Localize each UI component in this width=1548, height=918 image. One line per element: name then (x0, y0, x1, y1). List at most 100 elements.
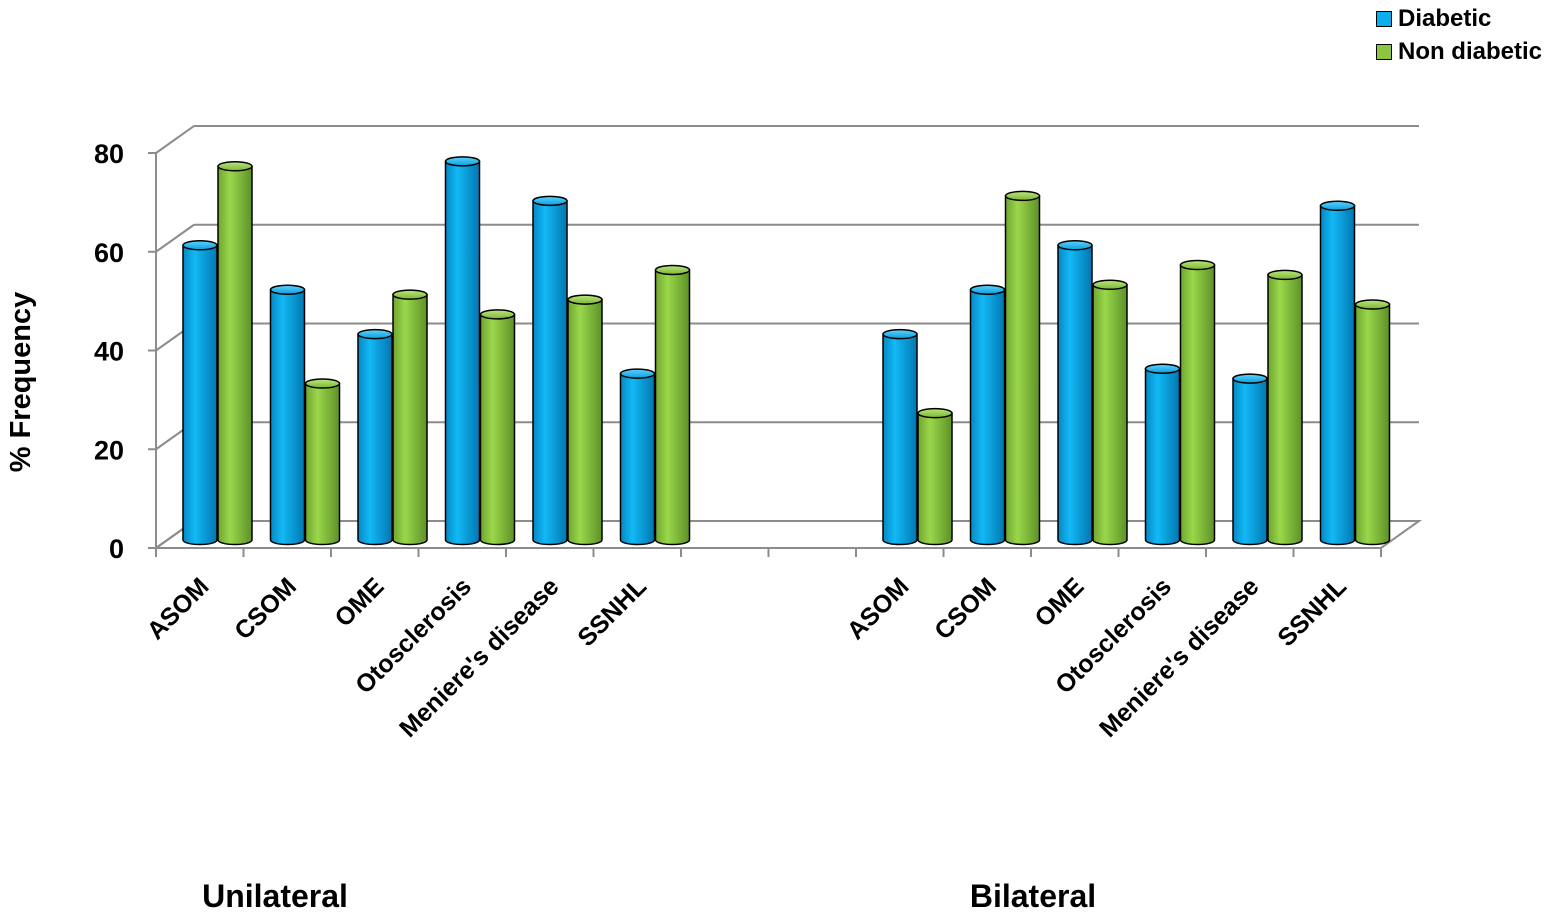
bar-body (1267, 274, 1303, 546)
x-tick-label: CSOM (229, 572, 302, 645)
legend-item-diabetic: Diabetic (1375, 2, 1542, 35)
group-label: Bilateral (970, 878, 1096, 914)
x-tick-label: OME (1029, 572, 1089, 632)
bar-unilateral-otosclerosis-non-diabetic (479, 309, 516, 546)
bar-top (217, 161, 253, 172)
bar-body (269, 288, 306, 546)
bar-bilateral-ome-diabetic (1057, 240, 1093, 546)
x-tick-label: CSOM (929, 572, 1002, 645)
y-axis-label: % Frequency (5, 292, 37, 473)
bar-bilateral-ssnhl-diabetic (1319, 200, 1356, 546)
bar-body (1057, 244, 1093, 546)
bar-body (567, 298, 603, 546)
bar-unilateral-csom-non-diabetic (304, 378, 341, 546)
y-tick-label: 80 (94, 139, 124, 169)
bar-top (1319, 200, 1356, 211)
legend-label-diabetic: Diabetic (1397, 4, 1492, 32)
bar-top (654, 264, 691, 276)
legend-swatch-non-diabetic (1375, 43, 1392, 60)
bar-top (917, 407, 953, 419)
bar-body (304, 382, 341, 546)
y-tick-label: 40 (94, 337, 124, 367)
bar-bilateral-meniere-s-disease-non-diabetic (1267, 269, 1303, 546)
bar-top (1144, 363, 1181, 374)
bar-top (1354, 299, 1391, 310)
bar-unilateral-csom-diabetic (269, 284, 306, 546)
bar-body (1092, 284, 1128, 546)
y-tick-label: 0 (109, 534, 124, 564)
bar-unilateral-ssnhl-diabetic (619, 368, 656, 546)
legend-swatch-diabetic (1375, 10, 1392, 27)
bar-top (567, 294, 603, 305)
bar-body (1004, 195, 1041, 546)
x-tick-label: ASOM (142, 572, 215, 645)
bar-unilateral-otosclerosis-diabetic (444, 156, 481, 546)
bar-top (1057, 240, 1093, 251)
bar-body (1179, 264, 1216, 546)
gridline-side (155, 223, 195, 253)
bar-top (619, 368, 656, 379)
floor (152, 520, 1423, 549)
bar-top (969, 284, 1006, 295)
bars (182, 156, 1391, 546)
bar-unilateral-asom-diabetic (182, 240, 218, 546)
x-tick-label: SSNHL (572, 572, 652, 652)
bar-body (217, 165, 253, 546)
bar-body (392, 293, 428, 546)
bar-body (357, 333, 393, 546)
bar-bilateral-otosclerosis-non-diabetic (1179, 259, 1216, 546)
bar-top (1267, 269, 1303, 281)
bar-body (1319, 205, 1356, 546)
bar-bilateral-otosclerosis-diabetic (1144, 363, 1181, 546)
x-tick-label: Meniere's disease (1094, 572, 1264, 742)
group-label: Unilateral (202, 878, 348, 914)
y-tick-label: 60 (94, 238, 124, 268)
x-tick-label: OME (329, 572, 389, 632)
bar-body (444, 160, 481, 546)
bar-top (444, 156, 481, 167)
bar-unilateral-ssnhl-non-diabetic (654, 264, 691, 546)
bar-unilateral-ome-diabetic (357, 328, 393, 546)
bar-body (479, 313, 516, 546)
legend-label-non-diabetic: Non diabetic (1397, 37, 1542, 65)
bar-top (532, 195, 568, 207)
x-tick-label: Meniere's disease (394, 572, 564, 742)
bar-top (182, 240, 218, 251)
bar-body (882, 333, 918, 546)
bar-bilateral-csom-non-diabetic (1004, 190, 1041, 546)
bar-unilateral-meniere-s-disease-non-diabetic (567, 294, 603, 546)
bar-top (1004, 190, 1041, 202)
bar-top (882, 328, 918, 340)
bar-top (357, 328, 393, 340)
bar-body (182, 244, 218, 546)
bar-top (269, 284, 306, 295)
bar-body (1232, 377, 1268, 546)
bar-body (1354, 303, 1391, 546)
bar-bilateral-csom-diabetic (969, 284, 1006, 546)
bar-top (1092, 279, 1128, 290)
bar-bilateral-ome-non-diabetic (1092, 279, 1128, 546)
bar-body (1144, 367, 1181, 546)
gridline-side (155, 125, 195, 154)
legend: Diabetic Non diabetic (1375, 2, 1542, 68)
y-tick-label: 20 (94, 435, 124, 465)
bar-top (479, 309, 516, 320)
bar-body (532, 200, 568, 546)
bar-bilateral-asom-non-diabetic (917, 407, 953, 546)
bar-body (917, 412, 953, 546)
bar-body (969, 288, 1006, 546)
bar-unilateral-meniere-s-disease-diabetic (532, 195, 568, 546)
bar-bilateral-ssnhl-non-diabetic (1354, 299, 1391, 546)
bar-top (392, 289, 428, 300)
bar-top (1232, 373, 1268, 384)
bar-top (304, 378, 341, 389)
x-tick-label: ASOM (842, 572, 915, 645)
bar-unilateral-ome-non-diabetic (392, 289, 428, 546)
x-tick-label: SSNHL (1272, 572, 1352, 652)
bar-body (619, 372, 656, 546)
legend-item-non-diabetic: Non diabetic (1375, 35, 1542, 68)
bar-body (654, 269, 691, 546)
bar-bilateral-asom-diabetic (882, 328, 918, 546)
bar-bilateral-meniere-s-disease-diabetic (1232, 373, 1268, 546)
